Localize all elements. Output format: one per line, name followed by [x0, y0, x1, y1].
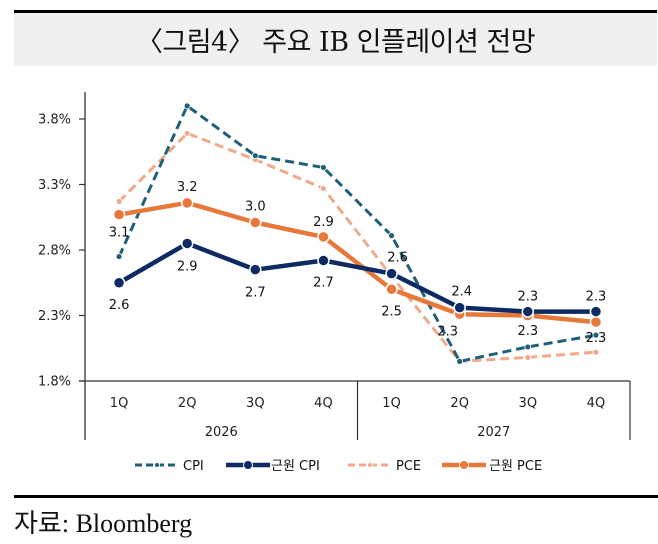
series-line-근원-PCE — [118, 200, 597, 325]
data-point — [112, 276, 126, 289]
data-label: 2.3 — [437, 324, 458, 339]
data-point — [385, 267, 398, 280]
data-point — [183, 130, 191, 137]
data-point — [320, 185, 327, 192]
x-tick-label: 1Q — [382, 396, 401, 411]
legend-label: CPI — [183, 459, 204, 474]
data-label: 3.0 — [245, 199, 266, 214]
series-line-CPI — [117, 104, 597, 363]
data-point — [183, 102, 191, 110]
source-note: 자료: Bloomberg — [14, 509, 193, 538]
line-chart: 1.8% 2.3% 2.8% 3.3% 3.8% 2026 2027 1Q 2Q 3Q 4Q 1Q 2Q… — [38, 92, 631, 474]
data-label: 3.2 — [177, 180, 198, 195]
data-point — [385, 283, 398, 296]
data-point — [115, 198, 123, 205]
series-line-근원-CPI — [117, 241, 596, 314]
data-point — [317, 254, 330, 267]
x-tick-label: 1Q — [110, 396, 129, 411]
x-group-label: 2027 — [477, 425, 510, 440]
y-tick-label: 2.3% — [38, 309, 71, 324]
data-label: 3.1 — [109, 226, 130, 241]
data-label: 2.9 — [177, 259, 198, 274]
data-point — [592, 348, 600, 356]
data-label: 2.6 — [109, 298, 130, 313]
x-tick-label: 2Q — [178, 396, 197, 411]
data-point — [388, 232, 395, 239]
legend-label: 근원 PCE — [489, 459, 542, 474]
x-tick-label: 4Q — [587, 396, 606, 411]
legend-swatch-marker — [154, 462, 160, 468]
data-point — [249, 216, 262, 229]
x-tick-label: 2Q — [450, 396, 469, 411]
data-label: 2.3 — [586, 331, 607, 346]
data-label: 2.5 — [381, 304, 402, 319]
data-label: 2.3 — [586, 290, 607, 305]
data-point — [524, 354, 532, 361]
data-label: 2.9 — [313, 215, 334, 230]
data-label: 2.6 — [387, 251, 408, 266]
x-tick-label: 3Q — [246, 396, 265, 411]
y-tick-label: 3.3% — [38, 178, 71, 193]
data-point — [317, 230, 330, 244]
x-tick-label: 3Q — [519, 396, 538, 411]
data-label: 2.3 — [517, 290, 538, 305]
data-label: 2.7 — [313, 275, 334, 290]
data-point — [589, 305, 603, 318]
chart-title: 〈그림4〉 주요 IB 인플레이션 전망 — [135, 27, 536, 58]
legend-swatch-marker — [367, 462, 373, 468]
data-point — [589, 315, 603, 329]
x-tick-label: 4Q — [314, 396, 333, 411]
data-point — [320, 164, 327, 171]
data-point — [453, 301, 466, 314]
legend-label: 근원 CPI — [271, 459, 320, 474]
y-tick-label: 2.8% — [38, 244, 71, 259]
data-point — [251, 152, 259, 160]
data-label: 2.7 — [245, 286, 266, 301]
data-point — [112, 208, 126, 221]
series-line-PCE — [118, 131, 597, 363]
data-point — [180, 237, 194, 250]
chart-title-box: 〈그림4〉 주요 IB 인플레이션 전망 — [14, 10, 657, 66]
data-point — [115, 253, 123, 260]
data-point — [592, 331, 600, 339]
data-label: 2.4 — [451, 285, 472, 300]
x-group-label: 2026 — [205, 425, 238, 440]
data-point — [249, 263, 262, 276]
data-label: 2.3 — [517, 324, 538, 339]
legend-swatch-marker — [243, 460, 253, 470]
y-tick-label: 1.8% — [38, 375, 71, 390]
source-divider — [14, 495, 658, 498]
data-point — [180, 196, 194, 210]
data-point — [524, 343, 532, 351]
y-tick-label: 3.8% — [38, 113, 71, 128]
legend-label: PCE — [396, 459, 421, 474]
legend-swatch-marker — [459, 460, 469, 470]
data-point — [521, 305, 535, 318]
data-point — [456, 357, 464, 365]
